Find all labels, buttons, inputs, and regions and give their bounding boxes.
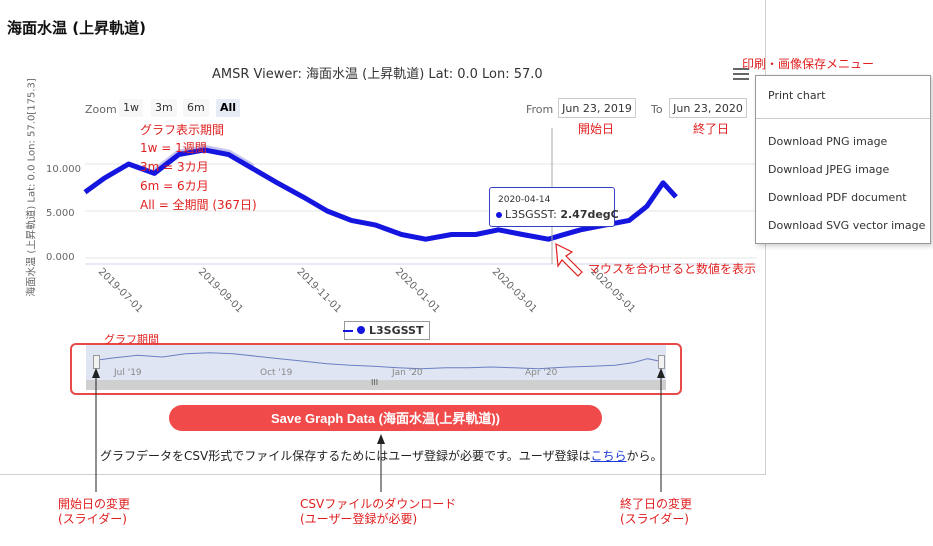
to-label: To	[651, 103, 663, 116]
annotation-end-change: 終了日の変更 (スライダー)	[620, 497, 693, 526]
annotation-start-change: 開始日の変更 (スライダー)	[58, 497, 131, 526]
y-tick-label: 10.000	[46, 164, 81, 175]
nav-tick: Apr '20	[525, 368, 558, 378]
menu-download-svg[interactable]: Download SVG vector image	[768, 219, 926, 232]
nav-tick: Oct '19	[260, 368, 293, 378]
x-tick-label: 2019-07-01	[96, 266, 145, 315]
export-menu: Print chart Download PNG image Download …	[755, 75, 931, 244]
y-tick-label: 5.000	[46, 208, 75, 219]
tooltip-date: 2020-04-14	[498, 195, 551, 205]
menu-download-jpeg[interactable]: Download JPEG image	[768, 163, 890, 176]
menu-icon[interactable]	[733, 68, 749, 82]
x-tick-label: 2019-09-01	[196, 266, 245, 315]
chart-plot[interactable]: 2019-07-01 2019-09-01 2019-11-01 2020-01-01…	[0, 0, 766, 340]
register-link[interactable]: こちら	[590, 449, 627, 463]
registration-note: グラフデータをCSV形式でファイル保存するためにはユーザ登録が必要です。ユーザ登…	[100, 449, 663, 463]
menu-print-chart[interactable]: Print chart	[768, 89, 826, 102]
annotation-period-1: 1w = 1週間	[140, 141, 207, 155]
annotation-csv-download: CSVファイルのダウンロード (ユーザー登録が必要)	[300, 497, 457, 526]
nav-tick: Jan '20	[392, 368, 423, 378]
annotation-hover: マウスを合わせると数値を表示	[588, 262, 757, 276]
navigator-scrollbar[interactable]: III	[86, 378, 666, 390]
x-tick-label: 2019-11-01	[294, 266, 343, 315]
save-graph-data-button[interactable]: Save Graph Data (海面水温(上昇軌道))	[169, 405, 602, 431]
zoom-6m-button[interactable]: 6m	[183, 99, 209, 117]
annotation-graph-period: グラフ期間	[104, 333, 159, 346]
from-date-input[interactable]: Jun 23, 2019	[558, 98, 636, 118]
y-tick-label: 0.000	[46, 252, 75, 263]
tooltip-value: 2.47degC	[560, 208, 619, 221]
annotation-end-date: 終了日	[693, 122, 730, 136]
zoom-label: Zoom	[85, 103, 117, 116]
annotation-menu: 印刷・画像保存メニュー	[742, 57, 875, 71]
annotation-period-4: All = 全期間 (367日)	[140, 198, 257, 212]
page-title: 海面水温 (上昇軌道)	[7, 19, 146, 37]
tooltip-series: L3SGSST:	[505, 208, 557, 221]
annotation-period-0: グラフ表示期間	[140, 123, 225, 137]
navigator-highlight	[70, 343, 682, 395]
annotation-period-2: 3m = 3カ月	[140, 160, 209, 174]
menu-download-pdf[interactable]: Download PDF document	[768, 191, 907, 204]
to-date-input[interactable]: Jun 23, 2020	[669, 98, 747, 118]
nav-tick: Jul '19	[114, 368, 142, 378]
menu-download-png[interactable]: Download PNG image	[768, 135, 888, 148]
zoom-3m-button[interactable]: 3m	[151, 99, 177, 117]
data-tooltip: 2020-04-14 L3SGSST: 2.47degC	[489, 187, 619, 227]
scrollbar-grip: III	[371, 378, 379, 387]
x-tick-label: 2020-01-01	[393, 266, 442, 315]
zoom-1w-button[interactable]: 1w	[119, 99, 143, 117]
x-tick-label: 2020-03-01	[490, 266, 539, 315]
annotation-start-date: 開始日	[578, 122, 615, 136]
from-label: From	[526, 103, 554, 116]
legend-item[interactable]: L3SGSST	[343, 321, 431, 340]
chart-title: AMSR Viewer: 海面水温 (上昇軌道) Lat: 0.0 Lon: 5…	[212, 67, 543, 82]
annotation-period-3: 6m = 6カ月	[140, 179, 209, 193]
zoom-all-button[interactable]: All	[216, 99, 241, 117]
